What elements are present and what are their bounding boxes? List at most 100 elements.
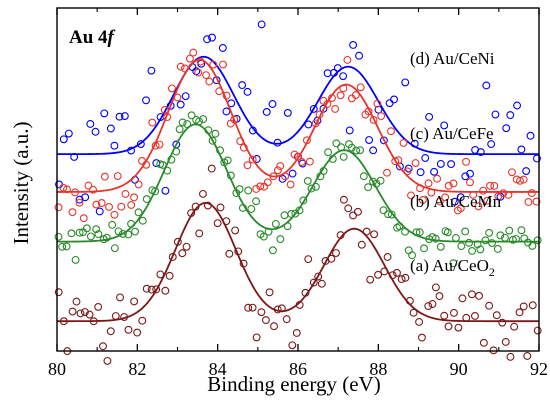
data-point	[311, 182, 320, 191]
data-point	[524, 198, 533, 206]
data-point	[264, 227, 273, 236]
data-point	[314, 272, 323, 281]
data-point	[309, 104, 318, 113]
data-point	[424, 302, 433, 311]
data-point	[205, 77, 214, 86]
data-point	[215, 87, 224, 96]
data-point	[479, 186, 488, 195]
data-point	[263, 178, 272, 187]
data-point	[158, 161, 167, 169]
data-point	[403, 167, 412, 176]
data-point	[268, 100, 277, 108]
data-point	[462, 313, 471, 322]
data-point	[196, 57, 205, 66]
data-point	[354, 207, 362, 216]
data-point	[127, 219, 136, 228]
data-point	[175, 125, 184, 134]
data-point	[138, 316, 147, 325]
data-point	[425, 112, 434, 121]
data-point	[516, 176, 524, 185]
data-point	[236, 137, 245, 146]
data-point	[475, 291, 483, 300]
data-point	[499, 189, 508, 198]
data-point	[506, 111, 515, 120]
data-point	[182, 242, 191, 251]
data-point	[387, 127, 395, 136]
data-point	[336, 91, 345, 100]
data-point	[252, 333, 261, 342]
data-point	[421, 154, 430, 162]
data-point	[532, 197, 541, 206]
data-point	[528, 241, 537, 250]
data-point	[469, 190, 478, 199]
data-point	[183, 120, 192, 129]
data-point	[71, 188, 79, 197]
data-point	[72, 297, 81, 306]
data-point	[257, 20, 266, 29]
data-point	[202, 71, 210, 80]
data-point	[447, 160, 456, 169]
data-point	[187, 209, 196, 217]
data-point	[256, 182, 265, 191]
data-point	[161, 286, 170, 295]
data-point	[136, 140, 145, 148]
data-point	[415, 317, 424, 326]
data-point	[336, 231, 345, 240]
data-point	[485, 301, 494, 310]
data-point	[54, 203, 63, 212]
data-point	[189, 48, 198, 57]
data-point	[89, 317, 98, 326]
data-point	[369, 146, 378, 155]
data-point	[457, 242, 466, 251]
data-point	[265, 288, 274, 297]
data-point	[339, 195, 348, 204]
data-point	[199, 189, 207, 198]
data-point	[94, 302, 103, 311]
data-point	[195, 117, 204, 126]
plot-frame	[56, 7, 540, 352]
data-point	[487, 140, 496, 149]
data-point	[239, 259, 248, 268]
data-point	[113, 172, 122, 180]
data-point	[276, 235, 285, 244]
data-point	[167, 84, 176, 93]
data-point	[519, 302, 528, 311]
data-point	[278, 174, 287, 183]
data-point	[282, 315, 291, 324]
data-point	[364, 107, 373, 116]
x-tick-label: 80	[48, 359, 66, 379]
series-label-b: (b) Au/CeMn	[410, 192, 502, 211]
data-point	[147, 285, 156, 294]
data-point	[115, 112, 124, 121]
data-point	[147, 66, 156, 75]
data-point	[76, 309, 85, 318]
data-point	[287, 210, 296, 218]
data-point	[359, 172, 368, 181]
series-1	[54, 48, 541, 223]
data-point	[454, 323, 463, 332]
data-point	[248, 126, 257, 135]
data-point	[270, 322, 278, 331]
data-point	[401, 227, 409, 236]
data-point	[474, 202, 483, 211]
data-point	[156, 270, 165, 279]
data-point	[213, 219, 222, 228]
data-point	[257, 308, 266, 317]
data-point	[337, 143, 346, 152]
data-point	[502, 124, 511, 133]
data-point	[75, 198, 84, 207]
data-point	[288, 169, 297, 178]
data-point	[110, 141, 119, 150]
data-point	[466, 169, 475, 178]
data-point	[405, 296, 414, 305]
data-point	[302, 136, 311, 145]
data-point	[117, 202, 126, 211]
data-point	[491, 110, 500, 119]
data-point	[134, 208, 143, 217]
data-point	[450, 308, 458, 317]
data-point	[180, 64, 189, 73]
data-point	[384, 210, 393, 219]
data-point	[234, 247, 243, 256]
data-point	[131, 227, 140, 236]
